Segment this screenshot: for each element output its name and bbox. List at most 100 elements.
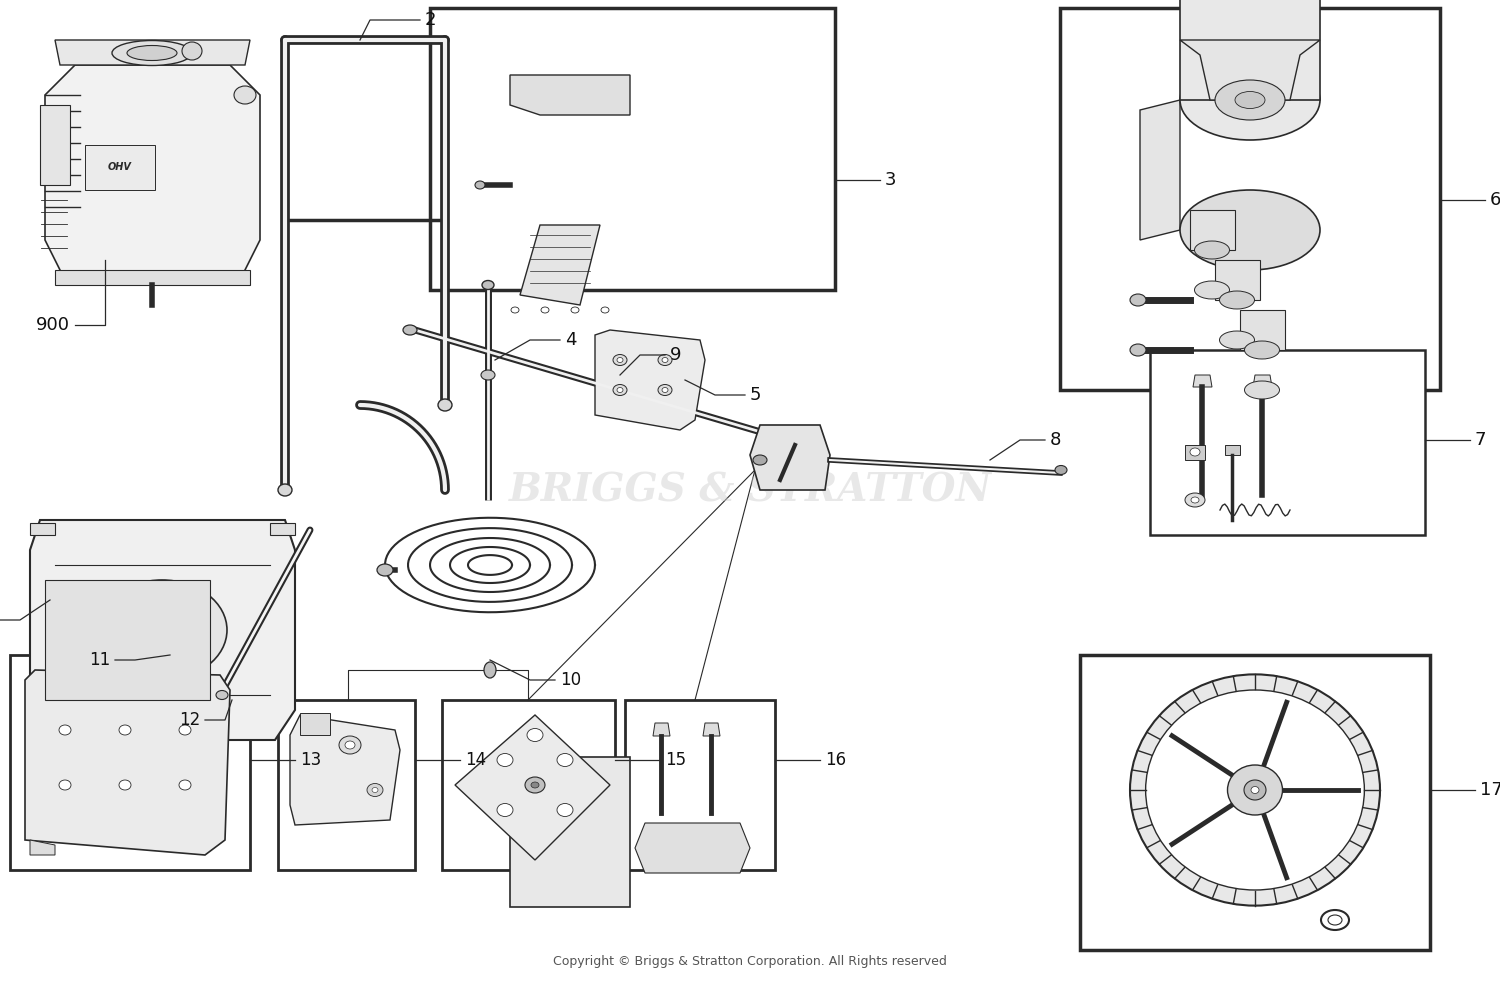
Text: 10: 10 <box>560 671 580 689</box>
Bar <box>45 580 210 700</box>
Polygon shape <box>510 75 630 115</box>
Bar <box>510 757 630 907</box>
Text: 4: 4 <box>566 331 576 349</box>
Ellipse shape <box>1220 291 1254 309</box>
Ellipse shape <box>234 86 256 104</box>
Polygon shape <box>596 330 705 430</box>
Ellipse shape <box>58 780 70 790</box>
Ellipse shape <box>339 736 362 754</box>
Ellipse shape <box>614 355 627 365</box>
Ellipse shape <box>1245 381 1280 399</box>
Ellipse shape <box>122 600 202 660</box>
Bar <box>1060 8 1440 390</box>
Polygon shape <box>634 823 750 873</box>
Polygon shape <box>454 715 610 860</box>
Polygon shape <box>520 225 600 305</box>
Text: 13: 13 <box>300 751 321 769</box>
Ellipse shape <box>376 564 393 576</box>
Bar <box>626 700 776 870</box>
Ellipse shape <box>1190 448 1200 456</box>
Ellipse shape <box>98 580 226 680</box>
Ellipse shape <box>662 388 668 393</box>
Ellipse shape <box>525 777 544 793</box>
Bar <box>1180 0 1320 100</box>
Polygon shape <box>704 723 720 736</box>
Ellipse shape <box>216 690 228 699</box>
Text: 12: 12 <box>178 711 200 729</box>
Polygon shape <box>1180 40 1320 100</box>
Bar <box>1240 310 1286 350</box>
Ellipse shape <box>512 307 519 313</box>
Ellipse shape <box>1251 787 1258 793</box>
Ellipse shape <box>182 42 203 60</box>
Polygon shape <box>26 670 230 855</box>
Ellipse shape <box>1191 497 1198 503</box>
Ellipse shape <box>1227 765 1282 815</box>
Bar <box>300 713 330 735</box>
Ellipse shape <box>658 355 672 365</box>
Bar <box>86 145 154 190</box>
Ellipse shape <box>372 788 378 792</box>
Bar <box>40 105 70 185</box>
Ellipse shape <box>1220 331 1254 349</box>
Bar <box>430 8 836 290</box>
Ellipse shape <box>482 370 495 380</box>
Ellipse shape <box>616 357 622 362</box>
Ellipse shape <box>1244 780 1266 800</box>
Bar <box>1190 210 1234 250</box>
Ellipse shape <box>438 399 452 411</box>
Ellipse shape <box>1194 281 1230 299</box>
Polygon shape <box>45 65 260 280</box>
Ellipse shape <box>1245 341 1280 359</box>
Ellipse shape <box>1215 80 1286 120</box>
Bar <box>1215 260 1260 300</box>
Ellipse shape <box>58 725 70 735</box>
Text: 14: 14 <box>465 751 486 769</box>
Ellipse shape <box>526 729 543 741</box>
Ellipse shape <box>178 780 190 790</box>
Polygon shape <box>56 40 250 65</box>
Ellipse shape <box>368 784 382 796</box>
Ellipse shape <box>614 385 627 396</box>
Text: 15: 15 <box>664 751 686 769</box>
Ellipse shape <box>753 455 766 465</box>
Text: 7: 7 <box>1474 431 1486 449</box>
Ellipse shape <box>1054 465 1066 474</box>
Text: 8: 8 <box>1050 431 1062 449</box>
Text: 5: 5 <box>750 386 762 404</box>
Ellipse shape <box>1180 190 1320 270</box>
Text: 17: 17 <box>1480 781 1500 799</box>
Text: 9: 9 <box>670 346 681 364</box>
Ellipse shape <box>1234 91 1264 108</box>
Text: 3: 3 <box>885 171 897 189</box>
Bar <box>10 655 250 870</box>
Ellipse shape <box>1180 60 1320 140</box>
Polygon shape <box>1192 375 1212 387</box>
Ellipse shape <box>404 325 417 335</box>
Polygon shape <box>1252 375 1272 387</box>
Polygon shape <box>1185 445 1204 460</box>
Text: 11: 11 <box>88 651 110 669</box>
Text: OHV: OHV <box>108 162 132 172</box>
Bar <box>270 523 296 535</box>
Ellipse shape <box>1130 344 1146 356</box>
Ellipse shape <box>542 307 549 313</box>
Ellipse shape <box>482 281 494 290</box>
Bar <box>442 700 615 870</box>
Text: 900: 900 <box>36 316 70 334</box>
Polygon shape <box>750 425 830 490</box>
Ellipse shape <box>1194 241 1230 259</box>
Ellipse shape <box>1185 493 1204 507</box>
Ellipse shape <box>496 803 513 816</box>
Polygon shape <box>1140 100 1180 240</box>
Ellipse shape <box>144 618 180 642</box>
Ellipse shape <box>178 725 190 735</box>
Ellipse shape <box>556 803 573 816</box>
Ellipse shape <box>118 725 130 735</box>
Ellipse shape <box>1130 675 1380 905</box>
Ellipse shape <box>278 484 292 496</box>
Ellipse shape <box>658 385 672 396</box>
Ellipse shape <box>531 782 538 788</box>
Polygon shape <box>290 715 400 825</box>
Text: 6: 6 <box>1490 191 1500 209</box>
